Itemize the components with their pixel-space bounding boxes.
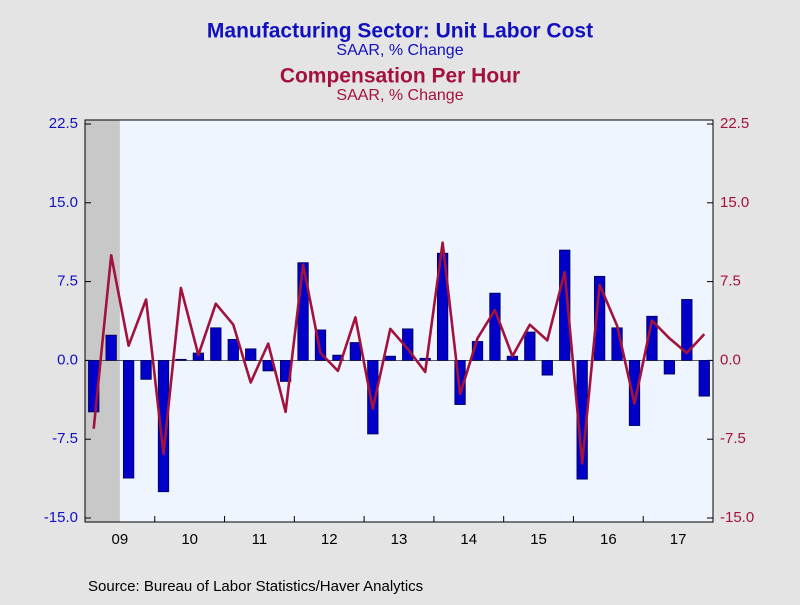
- bar: [245, 348, 257, 361]
- bar: [227, 338, 239, 361]
- plot-area: [85, 120, 713, 522]
- bar: [559, 249, 571, 361]
- x-tick-label: 10: [181, 531, 198, 548]
- bar: [419, 357, 431, 361]
- y-tick-label: 22.5: [49, 115, 78, 132]
- bar: [489, 292, 501, 361]
- bar: [157, 359, 170, 493]
- recession-shading: [85, 120, 120, 522]
- x-tick-label: 16: [600, 531, 617, 548]
- line: [92, 241, 706, 465]
- y-tick-label: -7.5: [52, 430, 78, 447]
- chart-subtitle-2: SAAR, % Change: [336, 87, 463, 104]
- y-tick-label: 0.0: [57, 351, 78, 368]
- bar: [175, 358, 187, 361]
- y-tick-label: -15.0: [44, 509, 78, 526]
- bar: [140, 359, 152, 380]
- bar: [646, 315, 658, 361]
- y-tick-label: 7.5: [57, 273, 78, 290]
- x-tick-label: 13: [391, 531, 408, 548]
- x-tick-label: 09: [112, 531, 129, 548]
- bar: [105, 334, 117, 361]
- bar: [384, 355, 396, 361]
- y2-tick-label: -15.0: [720, 509, 754, 526]
- bar: [541, 359, 553, 376]
- y2-tick-label: -7.5: [720, 430, 746, 447]
- bar: [524, 331, 536, 361]
- bar: [663, 359, 676, 375]
- chart-title-2: Compensation Per Hour: [280, 65, 520, 88]
- y2-tick-label: 22.5: [720, 115, 749, 132]
- x-tick-label: 14: [460, 531, 477, 548]
- bar: [593, 275, 606, 361]
- bar: [349, 342, 362, 361]
- chart-title: Manufacturing Sector: Unit Labor Cost: [207, 20, 593, 43]
- y2-tick-label: 7.5: [720, 273, 741, 290]
- y2-tick-label: 15.0: [720, 194, 749, 211]
- y2-tick-label: 0.0: [720, 351, 741, 368]
- x-tick-label: 17: [670, 531, 687, 548]
- bar: [367, 359, 379, 435]
- bar: [122, 359, 135, 479]
- x-tick-label: 11: [252, 531, 268, 548]
- bar: [698, 359, 710, 397]
- plot-border: [84, 119, 714, 523]
- y-tick-label: 15.0: [49, 194, 78, 211]
- x-tick-label: 15: [530, 531, 547, 548]
- x-tick-label: 12: [321, 531, 338, 548]
- bar: [681, 299, 693, 361]
- bar: [210, 327, 222, 361]
- bar: [314, 329, 327, 361]
- source-note: Source: Bureau of Labor Statistics/Haver…: [88, 578, 423, 595]
- chart-subtitle: SAAR, % Change: [336, 42, 463, 59]
- bar: [628, 359, 641, 426]
